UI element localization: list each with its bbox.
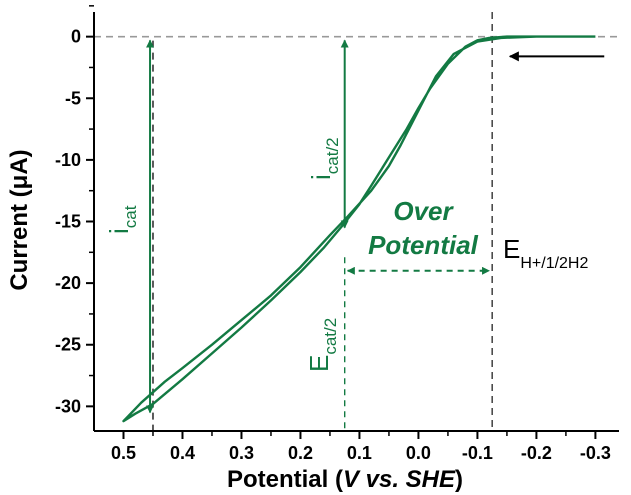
x-tick-label: -0.3 bbox=[580, 443, 611, 463]
x-tick-label: 0.5 bbox=[111, 443, 136, 463]
e-reference-label: EH+/1/2H2 bbox=[503, 234, 588, 272]
y-tick-label: -30 bbox=[55, 396, 81, 416]
x-axis-ticks: 0.5 0.4 0.3 0.2 0.1 0.0 -0.1 -0.2 -0.3 bbox=[111, 431, 611, 463]
x-tick-label: -0.2 bbox=[521, 443, 552, 463]
overpotential-label-line2: Potential bbox=[368, 230, 479, 260]
x-tick-label: 0.4 bbox=[170, 443, 195, 463]
e-cat-half-label: Ecat/2 bbox=[304, 318, 340, 372]
y-axis-title: Current (μA) bbox=[6, 149, 33, 290]
i-cat-half-label: icat/2 bbox=[306, 137, 342, 180]
y-tick-label: -5 bbox=[65, 88, 81, 108]
y-tick-label: -10 bbox=[55, 150, 81, 170]
i-cat-label: icat bbox=[104, 205, 140, 234]
y-tick-label: -25 bbox=[55, 335, 81, 355]
overpotential-label-line1: Over bbox=[393, 196, 454, 226]
x-tick-label: 0.1 bbox=[347, 443, 372, 463]
y-tick-label: -15 bbox=[55, 212, 81, 232]
y-tick-label: -20 bbox=[55, 273, 81, 293]
x-axis-title: Potential (V vs. SHE) bbox=[227, 466, 463, 493]
x-tick-label: 0.0 bbox=[406, 443, 431, 463]
y-axis-ticks: 0 -5 -10 -15 -20 -25 -30 bbox=[55, 5, 94, 416]
x-tick-label: 0.2 bbox=[288, 443, 313, 463]
x-tick-label: 0.3 bbox=[229, 443, 254, 463]
voltammogram-curve bbox=[122, 35, 596, 423]
x-tick-label: -0.1 bbox=[462, 443, 493, 463]
plot-axes bbox=[93, 12, 619, 432]
y-tick-label: 0 bbox=[71, 27, 81, 47]
